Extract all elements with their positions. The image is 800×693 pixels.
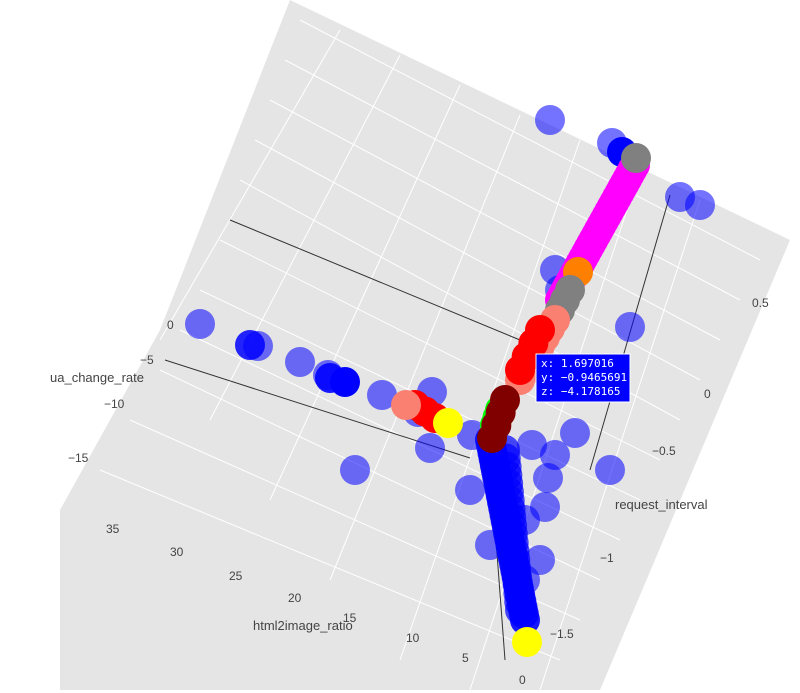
z-tick-7: 0: [519, 673, 526, 687]
hover-z-value: z: −4.178165: [541, 385, 620, 398]
y-tick-0: 0: [167, 318, 174, 332]
hover-tooltip-background: [535, 353, 631, 403]
scene-back-panel: [60, 0, 790, 690]
marker-blue[interactable]: [340, 455, 370, 485]
z-tick-2: 25: [229, 569, 243, 583]
marker-blue[interactable]: [235, 330, 265, 360]
marker-blue[interactable]: [505, 595, 535, 625]
x-tick-4: −1.5: [550, 627, 574, 641]
markers-layer: [185, 105, 715, 657]
marker-blue[interactable]: [285, 347, 315, 377]
z-tick-6: 5: [462, 651, 469, 665]
marker-blue[interactable]: [540, 440, 570, 470]
marker-gray[interactable]: [621, 143, 651, 173]
marker-yellow[interactable]: [433, 408, 463, 438]
marker-blue[interactable]: [535, 105, 565, 135]
marker-blue[interactable]: [595, 455, 625, 485]
marker-blue[interactable]: [455, 475, 485, 505]
marker-red[interactable]: [505, 355, 535, 385]
z-tick-0: 35: [106, 522, 120, 536]
marker-blue[interactable]: [185, 309, 215, 339]
z-tick-4: 15: [343, 611, 357, 625]
axis-title-y: ua_change_rate: [50, 370, 144, 385]
y-tick-1: −5: [140, 353, 154, 367]
hover-x-value: x: 1.697016: [541, 357, 614, 370]
marker-blue[interactable]: [533, 463, 563, 493]
hover-trace-label: 0: [618, 358, 624, 370]
marker-blue[interactable]: [615, 312, 645, 342]
hover-y-value: y: −0.9465691: [541, 371, 627, 384]
axis-title-x: request_interval: [615, 497, 708, 512]
x-tick-3: −1: [600, 551, 614, 565]
z-tick-1: 30: [170, 545, 184, 559]
axis-title-z: html2image_ratio: [253, 618, 353, 633]
z-tick-3: 20: [288, 591, 302, 605]
z-tick-5: 10: [406, 631, 420, 645]
y-tick-3: −15: [68, 451, 89, 465]
x-tick-2: −0.5: [652, 444, 676, 458]
marker-blue[interactable]: [685, 190, 715, 220]
marker-salmon[interactable]: [391, 390, 421, 420]
marker-blue[interactable]: [560, 418, 590, 448]
x-tick-1: 0: [704, 387, 711, 401]
marker-blue[interactable]: [367, 380, 397, 410]
marker-blue[interactable]: [415, 433, 445, 463]
hover-tooltip: x: 1.697016 y: −0.9465691 z: −4.178165 0: [535, 353, 631, 403]
marker-blue[interactable]: [517, 430, 547, 460]
x-tick-0: 0.5: [752, 296, 769, 310]
marker-yellow[interactable]: [512, 627, 542, 657]
marker-maroon[interactable]: [477, 423, 507, 453]
y-tick-2: −10: [104, 397, 125, 411]
marker-blue[interactable]: [330, 367, 360, 397]
